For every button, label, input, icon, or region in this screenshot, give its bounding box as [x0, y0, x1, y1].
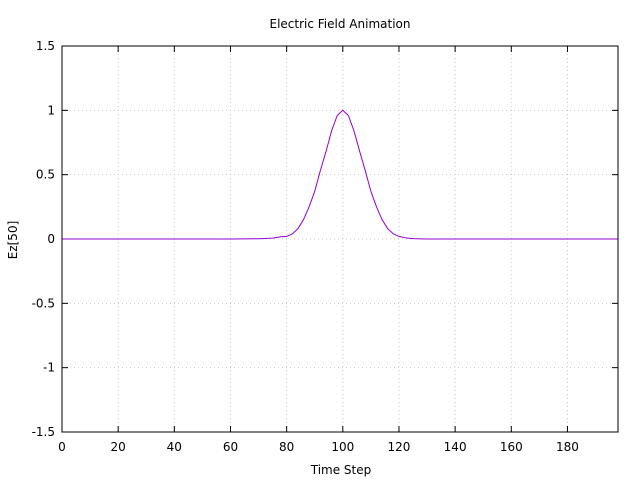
ticks: 0 20 40 60 80 100 120 140 160 180 -1.5 -1 -0.5 0 0.5 1 1… — [32, 39, 618, 454]
y-tick-label: 0.5 — [36, 168, 55, 182]
x-tick-label: 40 — [167, 440, 182, 454]
x-tick-label: 80 — [279, 440, 294, 454]
plot-frame — [61, 45, 619, 433]
y-tick-label: -1.5 — [32, 425, 55, 439]
y-tick-label: -0.5 — [32, 296, 55, 310]
x-tick-label: 120 — [388, 440, 411, 454]
y-tick-label: -1 — [43, 361, 55, 375]
x-tick-label: 0 — [58, 440, 66, 454]
x-tick-label: 60 — [223, 440, 238, 454]
chart-title: Electric Field Animation — [270, 17, 411, 31]
x-tick-label: 180 — [556, 440, 579, 454]
series-layer — [62, 109, 618, 240]
y-tick-label: 0 — [47, 232, 55, 246]
y-tick-label: 1 — [47, 103, 55, 117]
y-axis-title: Ez[50] — [6, 221, 20, 260]
x-axis-title: Time Step — [310, 463, 372, 477]
x-tick-label: 160 — [500, 440, 523, 454]
x-tick-label: 100 — [331, 440, 354, 454]
x-tick-label: 140 — [444, 440, 467, 454]
series-line — [62, 109, 618, 240]
x-tick-label: 20 — [111, 440, 126, 454]
y-tick-label: 1.5 — [36, 39, 55, 53]
